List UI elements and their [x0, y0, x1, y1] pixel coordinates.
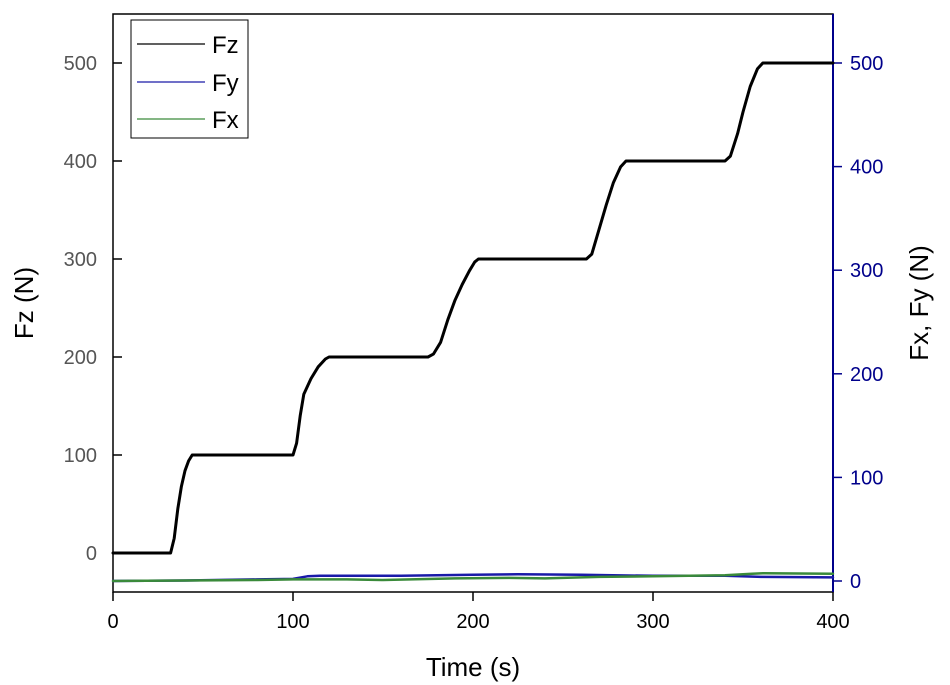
x-tick-label: 400	[816, 611, 849, 633]
left-y-axis-title: Fz (N)	[9, 267, 39, 339]
x-tick-label: 300	[636, 611, 669, 633]
legend-label-fy: Fy	[212, 70, 239, 97]
legend-label-fz: Fz	[212, 32, 239, 59]
x-tick-label: 0	[107, 611, 118, 633]
right-y-tick-label: 300	[850, 260, 883, 282]
x-axis-title: Time (s)	[426, 652, 520, 682]
x-axis: 0 100 200 300 400	[107, 592, 850, 633]
series-lines	[111, 61, 835, 583]
series-line-fz	[111, 61, 835, 555]
series-line-fx	[111, 571, 835, 583]
right-y-tick-label: 400	[850, 157, 883, 179]
left-y-tick-label: 300	[64, 249, 97, 271]
x-tick-label: 100	[276, 611, 309, 633]
left-y-tick-label: 400	[64, 151, 97, 173]
legend-label-fx: Fx	[212, 107, 239, 134]
left-y-axis: 0 100 200 300 400 500	[64, 53, 122, 565]
right-y-tick-label: 100	[850, 467, 883, 489]
left-y-tick-label: 200	[64, 347, 97, 369]
right-y-tick-label: 0	[850, 571, 861, 593]
left-y-tick-label: 0	[86, 543, 97, 565]
x-tick-label: 200	[456, 611, 489, 633]
right-y-tick-label: 200	[850, 364, 883, 386]
legend: Fz Fy Fx	[130, 19, 249, 139]
left-y-tick-label: 500	[64, 53, 97, 75]
left-y-tick-label: 100	[64, 445, 97, 467]
right-y-tick-label: 500	[850, 53, 883, 75]
right-y-axis: 0 100 200 300 400 500	[833, 53, 883, 593]
legend-box	[130, 19, 249, 139]
right-y-axis-title: Fx, Fy (N)	[904, 245, 934, 361]
